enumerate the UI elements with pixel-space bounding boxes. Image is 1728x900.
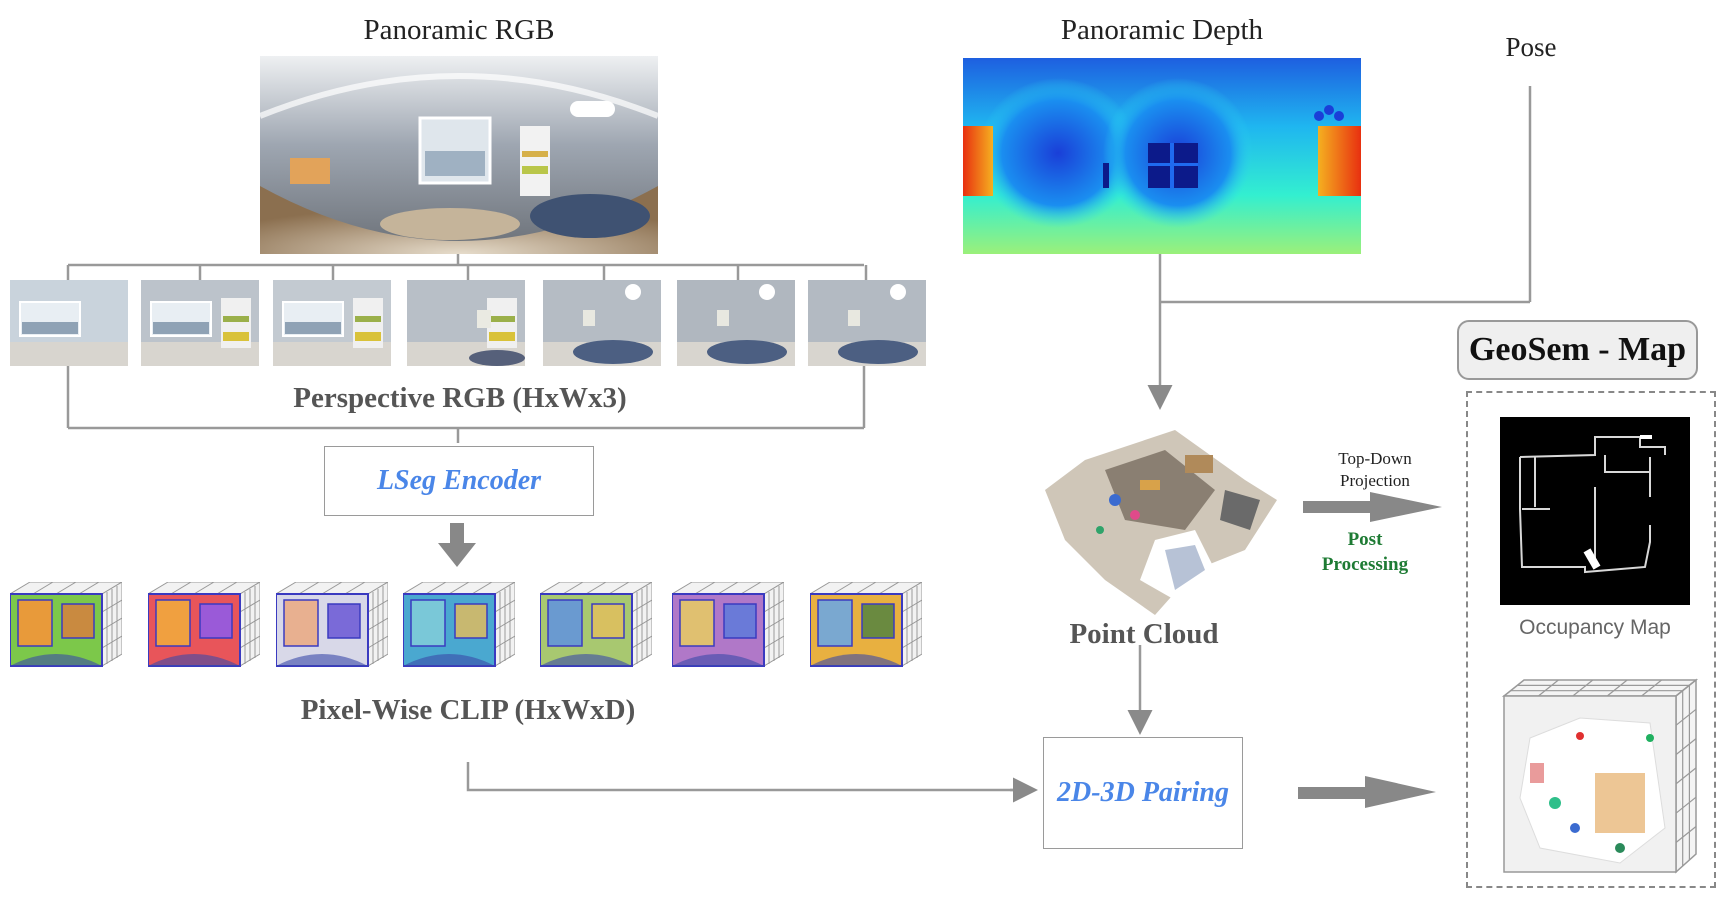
panoramic-depth-image bbox=[963, 58, 1361, 254]
cube-grid-line bbox=[1675, 767, 1697, 785]
clip-feature-cube bbox=[146, 581, 262, 672]
pairing-label: 2D-3D Pairing bbox=[1057, 777, 1229, 808]
cube-grid-line bbox=[1641, 679, 1662, 697]
lseg-down-arrow bbox=[438, 523, 476, 567]
cube-grid-line bbox=[1675, 708, 1697, 726]
panoramic-rgb-image bbox=[260, 56, 658, 254]
pano-rgb-title: Panoramic RGB bbox=[363, 14, 555, 46]
occupancy-map-image bbox=[1500, 417, 1690, 605]
cube-grid-line bbox=[1675, 679, 1697, 697]
perspective-rgb-label: Perspective RGB (HxWx3) bbox=[293, 382, 627, 414]
cube-grid-line bbox=[1606, 679, 1628, 697]
projection-block-arrow bbox=[1303, 492, 1442, 522]
perspective-view-thumbnail bbox=[10, 280, 128, 366]
clip-feature-cube bbox=[274, 581, 390, 672]
occupancy-map-label: Occupancy Map bbox=[1519, 616, 1671, 639]
perspective-view-thumbnail bbox=[141, 280, 259, 366]
clip-feature-cube bbox=[808, 581, 924, 672]
perspective-view-thumbnail bbox=[808, 280, 926, 366]
post-processing-label: Post Processing bbox=[1321, 529, 1409, 575]
cube-grid-line bbox=[1675, 796, 1697, 814]
lseg-encoder-label: LSeg Encoder bbox=[376, 465, 542, 496]
semantic-map-cube bbox=[1501, 678, 1699, 874]
cube-grid-line bbox=[1572, 679, 1594, 697]
clip-feature-cube bbox=[538, 581, 654, 672]
perspective-view-thumbnail bbox=[543, 280, 661, 366]
perspective-view-thumbnail bbox=[407, 280, 525, 366]
cube-grid-line bbox=[1675, 738, 1697, 756]
perspective-view-thumbnail bbox=[273, 280, 391, 366]
lseg-encoder-box: LSeg Encoder bbox=[324, 446, 594, 516]
clip-to-pairing-line bbox=[466, 762, 1030, 792]
clip-feature-cube bbox=[670, 581, 786, 672]
point-cloud-label: Point Cloud bbox=[1069, 618, 1219, 650]
geosem-map-container bbox=[1466, 391, 1716, 888]
clip-feature-cube bbox=[401, 581, 517, 672]
geosem-map-title: GeoSem - Map bbox=[1457, 320, 1698, 380]
split-ticks bbox=[66, 265, 868, 280]
cube-grid-line bbox=[1675, 826, 1697, 843]
pairing-block-arrow bbox=[1298, 776, 1436, 808]
pose-title: Pose bbox=[1505, 32, 1557, 62]
perspective-view-thumbnail bbox=[677, 280, 795, 366]
pairing-box: 2D-3D Pairing bbox=[1043, 737, 1243, 849]
point-cloud-image bbox=[1045, 420, 1277, 620]
pixel-wise-clip-label: Pixel-Wise CLIP (HxWxD) bbox=[300, 694, 636, 726]
pano-depth-title: Panoramic Depth bbox=[1060, 14, 1264, 46]
top-down-projection-label: Top-Down Projection bbox=[1338, 449, 1412, 490]
cube-grid-line bbox=[1538, 679, 1559, 697]
clip-feature-cube bbox=[8, 581, 124, 672]
